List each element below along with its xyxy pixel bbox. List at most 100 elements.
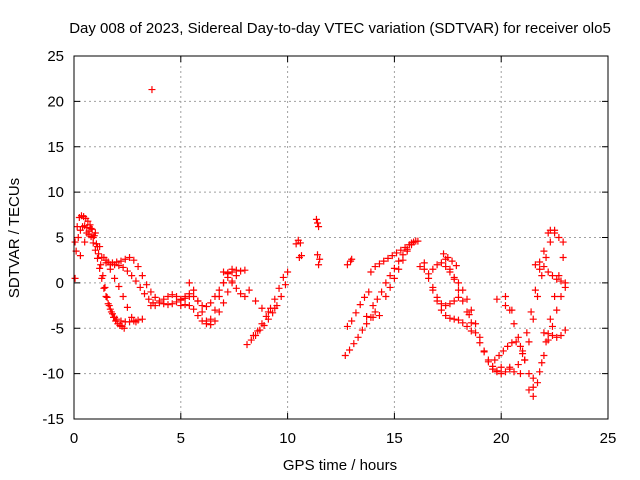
data-point xyxy=(103,293,111,301)
data-point xyxy=(145,295,153,303)
data-point xyxy=(71,238,79,246)
data-point xyxy=(228,265,236,273)
data-point xyxy=(352,309,360,317)
data-point xyxy=(106,265,114,273)
series-short-10h xyxy=(292,236,305,261)
data-point xyxy=(525,386,533,394)
data-point xyxy=(363,312,371,320)
data-point xyxy=(529,374,537,382)
data-point xyxy=(76,226,84,234)
data-point xyxy=(232,284,240,292)
data-point xyxy=(277,292,285,300)
data-point xyxy=(119,263,127,271)
series-arc-26 xyxy=(506,229,552,376)
data-point xyxy=(484,356,492,364)
series-outlier-1 xyxy=(71,86,156,282)
x-axis-label: GPS time / hours xyxy=(283,457,397,474)
data-point xyxy=(493,295,501,303)
data-point xyxy=(148,86,156,94)
data-point xyxy=(553,333,561,341)
data-point xyxy=(91,246,99,254)
series-arc-29 xyxy=(536,283,569,376)
series-arc-8 xyxy=(185,266,249,329)
series-arc-15 xyxy=(343,288,373,330)
y-tick-label: 25 xyxy=(47,48,64,65)
data-point xyxy=(126,253,134,261)
data-point xyxy=(493,368,501,376)
data-point xyxy=(452,262,460,270)
data-point xyxy=(540,263,548,271)
data-point xyxy=(198,302,206,310)
data-point xyxy=(559,238,567,246)
data-point xyxy=(104,300,112,308)
data-point xyxy=(467,319,475,327)
data-point xyxy=(292,240,300,248)
data-point xyxy=(215,308,223,316)
data-point xyxy=(382,279,390,287)
data-point xyxy=(529,315,537,323)
data-point xyxy=(390,264,398,272)
data-point xyxy=(84,217,92,225)
data-point xyxy=(177,302,185,310)
data-point xyxy=(350,340,358,348)
data-point xyxy=(111,274,119,282)
data-point xyxy=(444,253,452,261)
data-point xyxy=(497,363,505,371)
data-point xyxy=(538,359,546,367)
x-tick-label: 10 xyxy=(279,430,296,447)
data-point xyxy=(512,338,520,346)
data-point xyxy=(314,251,322,259)
data-point xyxy=(181,292,189,300)
data-point xyxy=(138,315,146,323)
data-point xyxy=(397,246,405,254)
y-tick-label: 15 xyxy=(47,139,64,156)
data-points xyxy=(71,86,569,400)
data-point xyxy=(108,310,116,318)
series-arc-19 xyxy=(382,239,415,300)
data-point xyxy=(378,288,386,296)
data-point xyxy=(454,279,462,287)
data-point xyxy=(521,356,529,364)
data-point xyxy=(540,247,548,255)
series-arc-25 xyxy=(491,338,537,391)
data-point xyxy=(472,329,480,337)
data-point xyxy=(450,297,458,305)
series-arc-22 xyxy=(429,259,505,375)
data-point xyxy=(347,257,355,265)
data-point xyxy=(433,297,441,305)
data-point xyxy=(185,279,193,287)
data-point xyxy=(459,319,467,327)
y-tick-label: 5 xyxy=(56,230,64,247)
data-point xyxy=(93,254,101,262)
data-point xyxy=(119,292,127,300)
data-point xyxy=(555,272,563,280)
data-point xyxy=(245,286,253,294)
data-point xyxy=(450,275,458,283)
data-point xyxy=(228,277,236,285)
data-point xyxy=(97,261,105,269)
data-point xyxy=(132,318,140,326)
data-point xyxy=(557,277,565,285)
data-point xyxy=(393,249,401,257)
data-point xyxy=(416,263,424,271)
series-arc-20 xyxy=(416,259,462,310)
data-point xyxy=(450,315,458,323)
data-point xyxy=(548,272,556,280)
series-arc-31 xyxy=(531,258,569,287)
data-point xyxy=(241,292,249,300)
data-point xyxy=(497,370,505,378)
data-point xyxy=(382,292,390,300)
data-point xyxy=(557,292,565,300)
data-point xyxy=(346,346,354,354)
series-arc-5 xyxy=(102,256,140,326)
y-tick-label: -5 xyxy=(51,320,64,337)
series-arc-12 xyxy=(245,286,279,316)
data-point xyxy=(390,274,398,282)
data-point xyxy=(420,265,428,273)
data-point xyxy=(440,250,448,258)
data-point xyxy=(501,302,509,310)
data-point xyxy=(559,253,567,261)
data-point xyxy=(504,342,512,350)
data-point xyxy=(384,254,392,262)
data-point xyxy=(102,256,110,264)
